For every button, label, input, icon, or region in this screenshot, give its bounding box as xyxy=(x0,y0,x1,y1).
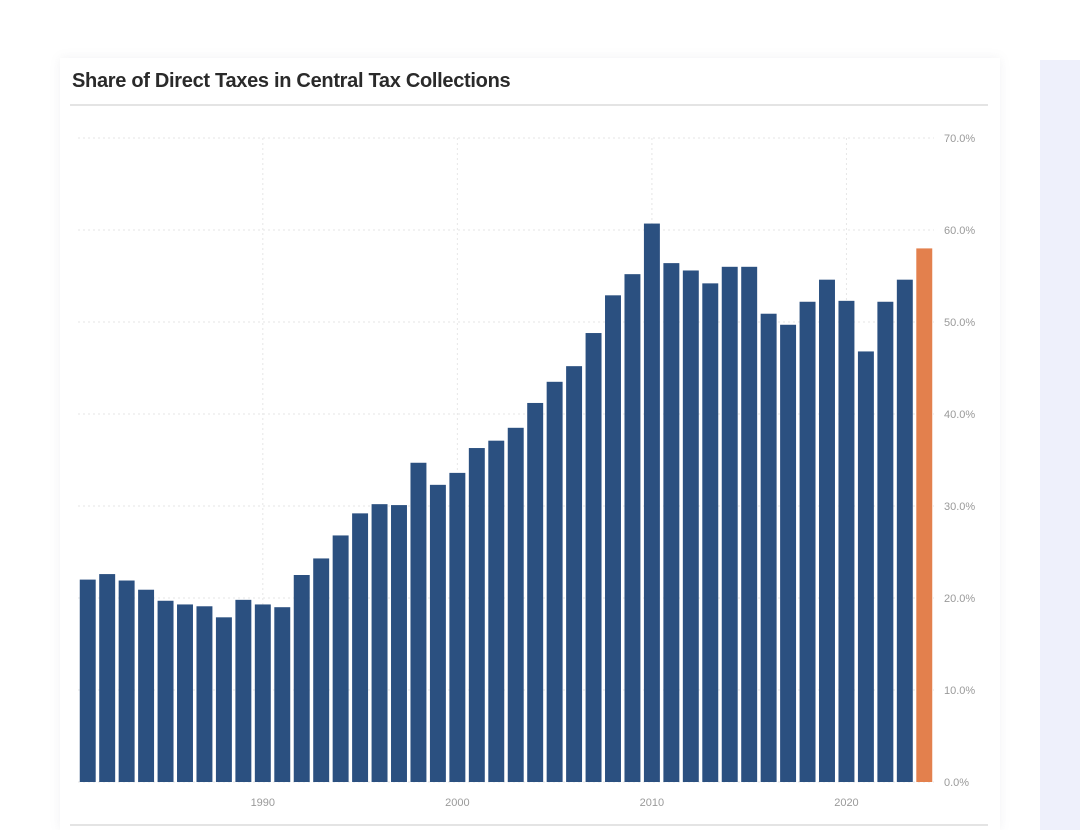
x-axis-ticks: 1990 2000 2010 2020 xyxy=(251,797,859,809)
bar xyxy=(643,223,660,782)
bar xyxy=(468,448,485,782)
y-axis-ticks: 0.0% 10.0% 20.0% 30.0% 40.0% 50.0% 60.0% 70.0% xyxy=(944,133,975,789)
bar xyxy=(663,263,680,782)
x-tick-label: 2000 xyxy=(445,797,469,809)
y-tick-label: 70.0% xyxy=(944,133,975,145)
bar xyxy=(819,279,835,782)
x-tick-label: 2010 xyxy=(640,797,664,809)
bar xyxy=(157,600,174,782)
y-tick-label: 0.0% xyxy=(944,777,969,789)
bar xyxy=(254,604,271,782)
bar xyxy=(293,575,310,782)
bar xyxy=(138,589,155,782)
bar xyxy=(118,580,135,782)
bar xyxy=(332,535,349,782)
bottom-divider xyxy=(70,824,988,826)
bar xyxy=(546,381,563,782)
bar xyxy=(507,427,524,782)
y-tick-label: 30.0% xyxy=(944,501,975,513)
y-tick-label: 20.0% xyxy=(944,593,975,605)
bar xyxy=(235,599,252,782)
x-tick-label: 2020 xyxy=(834,797,858,809)
bar xyxy=(780,324,797,782)
bar xyxy=(877,301,894,782)
bar xyxy=(215,617,232,782)
bar xyxy=(488,440,505,782)
side-panel xyxy=(1040,60,1080,830)
x-tick-label: 1990 xyxy=(251,797,275,809)
bar xyxy=(313,558,330,782)
bar xyxy=(702,283,719,782)
bar xyxy=(274,607,291,782)
bar xyxy=(760,313,777,782)
bar xyxy=(721,266,738,782)
bar xyxy=(605,295,621,782)
bar xyxy=(449,472,466,782)
y-tick-label: 60.0% xyxy=(944,225,975,237)
bar xyxy=(857,351,874,782)
bar xyxy=(371,504,388,782)
bar xyxy=(429,484,446,782)
bar xyxy=(799,301,816,782)
bar xyxy=(99,574,116,782)
bar xyxy=(624,274,641,782)
bar xyxy=(352,513,369,782)
bar xyxy=(838,300,855,782)
bar xyxy=(741,266,758,782)
bar xyxy=(527,402,544,782)
y-tick-label: 10.0% xyxy=(944,685,975,697)
bar xyxy=(177,604,193,782)
bars xyxy=(79,223,933,782)
bar xyxy=(410,462,427,782)
y-tick-label: 50.0% xyxy=(944,317,975,329)
title-divider xyxy=(70,104,988,106)
bar-highlighted xyxy=(916,248,933,782)
bar xyxy=(196,606,213,782)
y-tick-label: 40.0% xyxy=(944,409,975,421)
bar xyxy=(566,366,583,782)
chart-title: Share of Direct Taxes in Central Tax Col… xyxy=(72,70,511,92)
bar xyxy=(391,505,407,782)
bar xyxy=(79,579,96,782)
bar xyxy=(585,333,602,782)
bar xyxy=(896,279,913,782)
bar xyxy=(682,270,699,782)
